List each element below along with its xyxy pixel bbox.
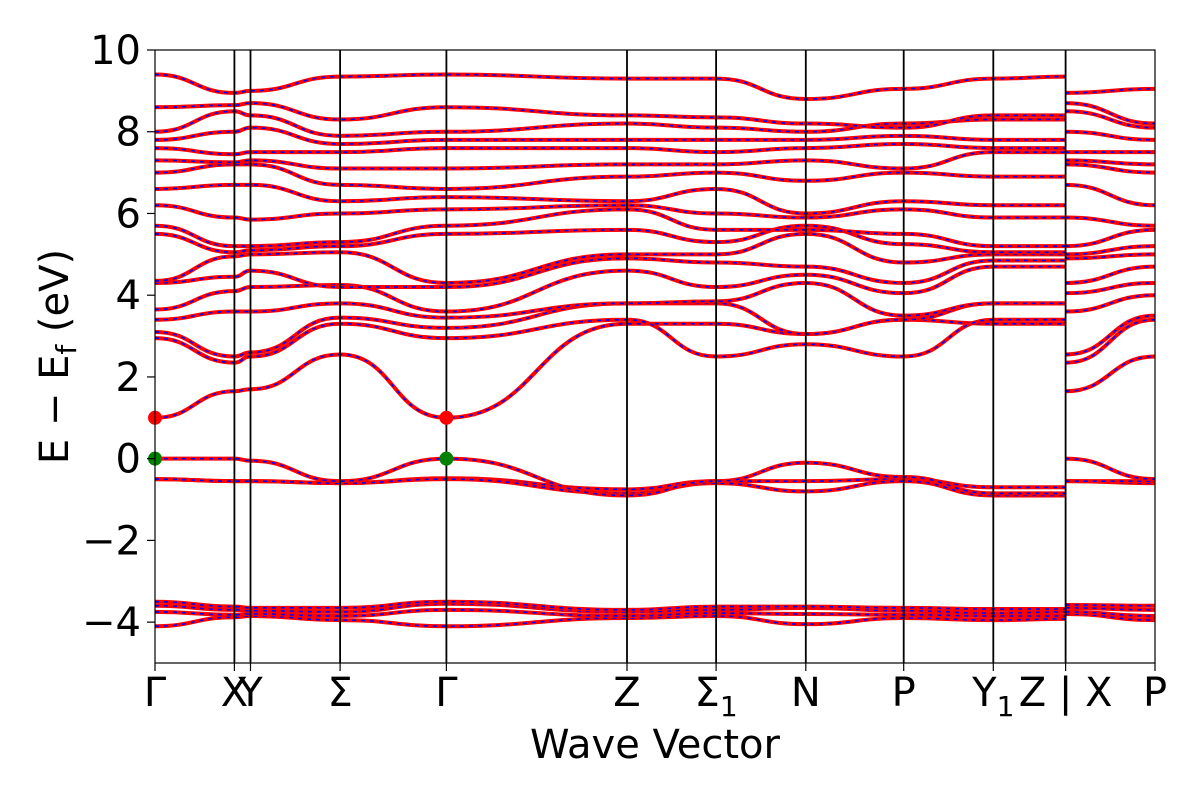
band-overlay-13-1 — [1065, 253, 1155, 260]
band-overlay-12-0 — [155, 257, 1066, 288]
band-overlay-3-1 — [1065, 604, 1155, 607]
band-overlay-5-0 — [155, 478, 1066, 497]
x-tick-label-0: Γ — [144, 670, 167, 716]
x-tick-label-11: P — [1143, 670, 1167, 716]
band-overlay-23-1 — [1065, 102, 1155, 125]
band-overlay-0-1 — [1065, 613, 1155, 621]
band-overlay-12-1 — [1065, 265, 1155, 284]
x-axis-label: Wave Vector — [530, 722, 781, 768]
band-overlay-1-0 — [155, 609, 1066, 617]
marker-point-1 — [439, 410, 454, 425]
x-tick-label-4: Γ — [435, 670, 458, 716]
band-overlay-11-1 — [1065, 282, 1155, 294]
band-line-24-1 — [1065, 86, 1155, 95]
band-overlay-7-0 — [155, 318, 1066, 419]
band-line-9-1 — [1065, 313, 1155, 357]
marker-point-3 — [439, 451, 454, 466]
band-overlay-21-1 — [1065, 130, 1155, 141]
y-tick-label-4: 2 — [116, 355, 141, 401]
band-overlay-3-0 — [155, 600, 1066, 611]
y-tick-label-6: −2 — [82, 518, 141, 564]
band-overlay-21-0 — [155, 126, 1066, 145]
band-line-15-0 — [155, 207, 1066, 249]
y-tick-label-2: 6 — [116, 191, 141, 237]
x-axis-ticks: Γ XY Σ Γ Z Σ1 N P Y1 Z | X P — [144, 663, 1167, 723]
x-tick-label-5: Z — [613, 670, 640, 716]
band-overlay-6-1 — [1065, 457, 1155, 480]
x-tick-label-8: P — [892, 670, 916, 716]
band-line-9-0 — [155, 301, 1066, 359]
band-line-21-1 — [1065, 129, 1155, 142]
band-overlay-22-1 — [1065, 110, 1155, 129]
band-overlay-17-1 — [1065, 184, 1155, 207]
band-overlay-15-1 — [1065, 229, 1155, 247]
band-overlay-19-1 — [1065, 159, 1155, 166]
y-axis-ticks: 10 8 6 4 2 0 −2 −4 — [82, 28, 155, 646]
band-overlay-2-1 — [1065, 607, 1155, 611]
y-tick-label-5: 0 — [116, 437, 141, 483]
plot-frame — [154, 49, 1156, 664]
y-tick-label-1: 8 — [116, 110, 141, 156]
y-tick-label-0: 10 — [90, 28, 141, 74]
x-tick-label-10: Z | X — [1019, 670, 1113, 716]
band-overlay-9-0 — [155, 302, 1066, 358]
band-overlay-10-1 — [1065, 294, 1155, 313]
band-line-16-1 — [1065, 215, 1155, 228]
band-overlay-2-0 — [155, 602, 1066, 614]
band-overlay-15-0 — [155, 208, 1066, 247]
band-line-2-1 — [1065, 605, 1155, 612]
band-overlay-22-0 — [155, 110, 1066, 137]
band-overlay-24-1 — [1065, 88, 1155, 94]
band-overlay-1-1 — [1065, 611, 1155, 617]
band-overlay-0-0 — [155, 615, 1066, 628]
band-line-3-1 — [1065, 602, 1155, 608]
x-tick-label-2: Y — [237, 670, 263, 716]
x-tick-label-3: Σ — [327, 670, 352, 716]
y-axis-label: E − Ef (eV) — [32, 249, 83, 464]
band-overlay-23-0 — [155, 102, 1066, 129]
y-tick-label-3: 4 — [116, 273, 141, 319]
band-line-18-0 — [155, 162, 1066, 191]
band-line-8-1 — [1065, 317, 1155, 365]
band-overlay-13-0 — [155, 233, 1066, 284]
band-overlay-18-1 — [1065, 163, 1155, 174]
x-tick-label-6: Σ1 — [695, 670, 738, 723]
band-overlay-7-1 — [1065, 355, 1155, 393]
band-overlay-6-0 — [155, 457, 1066, 497]
y-tick-label-7: −4 — [82, 600, 141, 646]
band-overlay-16-1 — [1065, 216, 1155, 227]
high-symmetry-lines — [233, 50, 1067, 663]
band-overlay-14-1 — [1065, 245, 1155, 256]
x-tick-label-1: X — [221, 670, 248, 716]
band-line-7-0 — [155, 317, 1066, 420]
band-overlay-20-0 — [155, 143, 1066, 156]
x-tick-label-7: N — [791, 670, 821, 716]
band-overlay-16-0 — [155, 204, 1066, 221]
bands-layer — [155, 72, 1155, 629]
x-tick-label-9: Y1 — [971, 670, 1014, 723]
